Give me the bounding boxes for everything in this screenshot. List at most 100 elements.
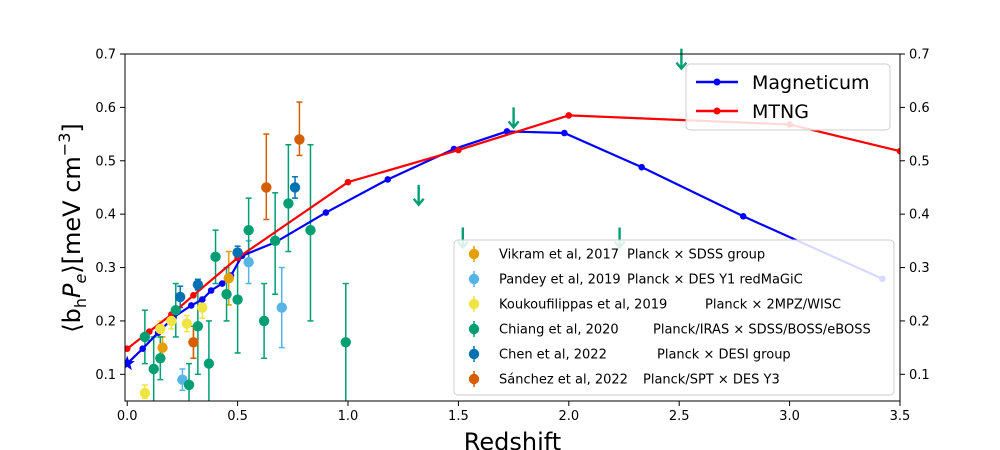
x-tick-label: 2.0 [558, 409, 579, 424]
legend-point-note: Planck × DES Y1 redMaGiC [627, 273, 803, 288]
series-marker [896, 147, 900, 155]
series-marker [187, 302, 195, 309]
data-point [183, 379, 195, 391]
y-tick-label: 0.2 [95, 314, 116, 329]
y-tick-label-right: 0.3 [909, 261, 930, 276]
series-marker [207, 287, 215, 294]
legend-point-label: Pandey et al, 2019 [499, 273, 621, 288]
legend-point-label: Sánchez et al, 2022 [499, 373, 628, 388]
series-marker [218, 280, 226, 287]
series-marker [198, 296, 206, 303]
data-point [232, 294, 243, 305]
series-marker [739, 212, 747, 220]
legend-point-note: Planck/IRAS × SDSS/BOSS/eBOSS [653, 323, 871, 338]
legend-point-label: Chiang et al, 2020 [499, 323, 619, 338]
data-point [139, 387, 151, 399]
y-tick-label-right: 0.1 [909, 368, 930, 383]
y-axis-title-part: ⟩[meV cm [58, 156, 86, 274]
series-marker [190, 291, 197, 299]
data-point [203, 358, 215, 369]
legend-point-label: Chen et al, 2022 [499, 348, 607, 363]
points-legend: Vikram et al, 2017 Planck × SDSS group Pan… [453, 239, 895, 396]
legend-point-note: Planck × 2MPZ/WISC [705, 298, 841, 313]
data-point [155, 323, 166, 335]
data-point [243, 224, 254, 236]
data-point [261, 182, 272, 193]
y-axis-title-part: ] [58, 123, 86, 132]
legend-point-note: Planck × DESI group [657, 348, 791, 363]
plot-frame [124, 53, 901, 402]
legend-line-label: MTNG [752, 101, 809, 123]
y-tick-label-right: 0.6 [909, 101, 930, 116]
series-marker [125, 345, 131, 352]
legend-point-swatch [468, 348, 480, 360]
data-point [170, 305, 181, 316]
data-point [197, 302, 208, 313]
legend-point-swatch [468, 323, 480, 335]
legend-point-swatch [468, 273, 480, 285]
data-point [210, 251, 221, 263]
series-line [126, 114, 900, 350]
legend-line-marker [713, 107, 721, 115]
y-axis-title-part: P [58, 283, 86, 298]
y-axis-title-part: h [71, 298, 90, 308]
data-point [276, 302, 287, 313]
legend-point-label: Vikram et al, 2017 [499, 248, 619, 263]
x-tick-label: 1.5 [448, 409, 469, 424]
x-tick-label: 0.0 [117, 409, 138, 424]
data-point [232, 247, 243, 258]
y-tick-label-right: 0.4 [909, 208, 930, 223]
series-marker [503, 128, 511, 135]
data-point [155, 353, 166, 364]
data-point [289, 182, 301, 193]
y-axis-title-part: e [71, 274, 90, 284]
series-marker [322, 209, 330, 216]
data-point [157, 342, 168, 353]
legend-point-swatch [468, 298, 480, 310]
x-tick-label: 0.5 [227, 409, 248, 424]
upper-limit-arrowhead [412, 198, 425, 207]
y-tick-label: 0.1 [95, 368, 116, 383]
upper-limit-arrowhead [675, 61, 688, 71]
data-point [258, 315, 270, 327]
y-tick-label: 0.3 [95, 261, 116, 276]
legend-point-note: Planck × SDSS group [627, 248, 765, 263]
x-tick-label: 1.0 [338, 409, 359, 424]
legend-line-label: Magneticum [752, 72, 870, 94]
legend-point-swatch [468, 373, 480, 385]
data-point [221, 289, 232, 300]
data-point [166, 315, 177, 327]
series-marker [344, 178, 352, 186]
data-point [294, 134, 305, 145]
upper-limit-arrowhead [507, 120, 520, 130]
y-axis-title: ⟨bhPe⟩[meV cm−3] [55, 123, 90, 333]
legend-point-note: Planck/SPT × DES Y3 [643, 373, 780, 388]
y-tick-label-right: 0.2 [909, 314, 930, 329]
y-axis-title-part: ⟨b [58, 308, 86, 333]
series-marker-star [125, 355, 135, 371]
line-legend-box [685, 63, 891, 131]
x-tick-label: 3.0 [779, 409, 800, 424]
data-point [305, 224, 316, 236]
data-point [269, 235, 281, 247]
data-point [188, 337, 199, 348]
data-point [192, 279, 204, 290]
y-tick-label: 0.4 [95, 208, 116, 223]
y-axis-title-part: −3 [55, 133, 74, 157]
data-point [283, 198, 294, 209]
series-marker [565, 112, 573, 119]
y-tick-label-right: 0.5 [909, 154, 930, 169]
y-tick-label-right: 0.7 [909, 48, 930, 63]
y-tick-label: 0.6 [95, 101, 116, 116]
legend-line-marker [713, 78, 721, 86]
data-point [223, 273, 234, 284]
data-point [139, 331, 151, 343]
data-point [181, 318, 193, 329]
line-legend: Magneticum MTNG [685, 63, 891, 131]
x-axis-title: Redshift [464, 428, 561, 450]
legend-point-label: Koukoufilippas et al, 2019 [499, 298, 667, 313]
series-marker [638, 163, 645, 171]
data-point [148, 363, 159, 375]
data-point [192, 321, 204, 332]
